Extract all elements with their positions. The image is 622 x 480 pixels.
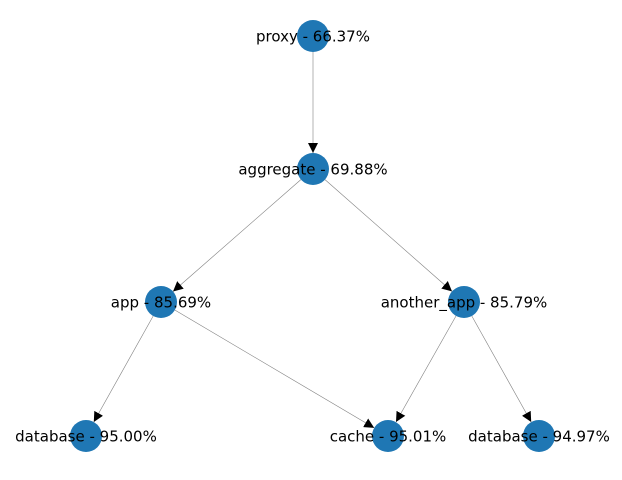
node-label: proxy - 66.37% bbox=[256, 28, 370, 46]
edge bbox=[172, 179, 302, 292]
node-label: database - 95.00% bbox=[15, 428, 157, 446]
labels: proxy - 66.37% aggregate - 69.88% app - … bbox=[15, 28, 610, 446]
edges bbox=[93, 52, 532, 429]
edge bbox=[93, 315, 154, 423]
nodes bbox=[70, 20, 555, 452]
node-label: app - 85.69% bbox=[111, 294, 211, 312]
node bbox=[372, 420, 404, 452]
node-label: cache - 95.01% bbox=[330, 428, 447, 446]
edge bbox=[324, 179, 453, 292]
edge bbox=[471, 315, 532, 423]
node bbox=[297, 20, 329, 52]
node bbox=[70, 420, 102, 452]
node bbox=[145, 286, 177, 318]
node bbox=[523, 420, 555, 452]
node bbox=[297, 153, 329, 185]
edge bbox=[174, 309, 375, 429]
edge bbox=[395, 315, 457, 423]
node-label: database - 94.97% bbox=[468, 428, 610, 446]
node bbox=[448, 286, 480, 318]
node-label: aggregate - 69.88% bbox=[238, 161, 387, 179]
node-label: another_app - 85.79% bbox=[381, 294, 548, 313]
